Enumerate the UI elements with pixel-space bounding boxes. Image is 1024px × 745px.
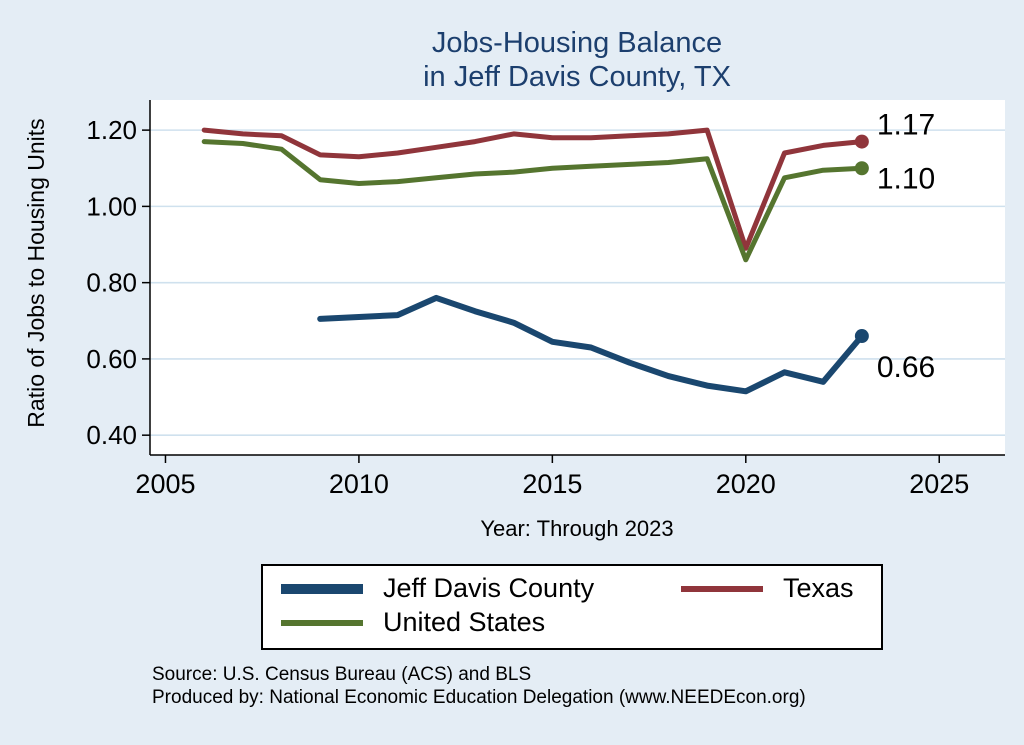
series-line-jeff-davis-county (317, 294, 865, 395)
series-line-united-states (201, 139, 865, 263)
legend-item-united-states: United States (281, 607, 681, 638)
chart-title-line1: Jobs-Housing Balance (431, 27, 723, 59)
x-tick-label: 2025 (909, 469, 969, 499)
legend: Jeff Davis County Texas United States (261, 564, 883, 650)
chart-title-line2: in Jeff Davis County, TX (423, 61, 731, 93)
y-tick-label: 1.20 (86, 115, 137, 145)
x-axis-label: Year: Through 2023 (480, 516, 674, 541)
legend-label-texas: Texas (783, 573, 854, 603)
end-dot-texas (854, 134, 869, 149)
chart-title: Jobs-Housing Balance in Jeff Davis Count… (148, 26, 1006, 94)
y-tick-label: 0.60 (86, 344, 137, 374)
end-label-texas: 1.17 (877, 109, 935, 142)
legend-swatch-texas (681, 585, 763, 592)
x-tick-label: 2005 (135, 469, 195, 499)
y-tick-label: 1.00 (86, 191, 137, 221)
legend-swatch-jeff-davis-county (281, 583, 363, 594)
x-tick-label: 2010 (329, 469, 389, 499)
source-notes: Source: U.S. Census Bureau (ACS) and BLS… (152, 663, 806, 709)
produced-by-line: Produced by: National Economic Education… (152, 687, 806, 708)
legend-item-jeff-davis-county: Jeff Davis County (281, 573, 681, 604)
plot-area: 0.40 0.60 0.80 1.00 1.20 2005 2010 2015 2020 2025… (86, 100, 1005, 499)
end-label-jeff-davis-county: 0.66 (877, 351, 935, 384)
plot-background (150, 100, 1005, 455)
end-label-united-states: 1.10 (877, 162, 935, 195)
end-dot-jeff-davis-county (854, 329, 869, 344)
x-tick-label: 2015 (522, 469, 582, 499)
end-dot-united-states (854, 161, 869, 176)
legend-swatch-united-states (281, 619, 363, 626)
x-tick-label: 2020 (716, 469, 776, 499)
y-tick-label: 0.80 (86, 268, 137, 298)
legend-grid: Jeff Davis County Texas United States (281, 573, 881, 638)
legend-label-jeff-davis-county: Jeff Davis County (383, 573, 595, 603)
series-line-texas (201, 127, 865, 251)
source-line: Source: U.S. Census Bureau (ACS) and BLS (152, 664, 532, 685)
legend-item-texas: Texas (681, 573, 881, 604)
y-axis-label: Ratio of Jobs to Housing Units (23, 118, 49, 428)
y-tick-label: 0.40 (86, 420, 137, 450)
legend-label-united-states: United States (383, 607, 546, 637)
